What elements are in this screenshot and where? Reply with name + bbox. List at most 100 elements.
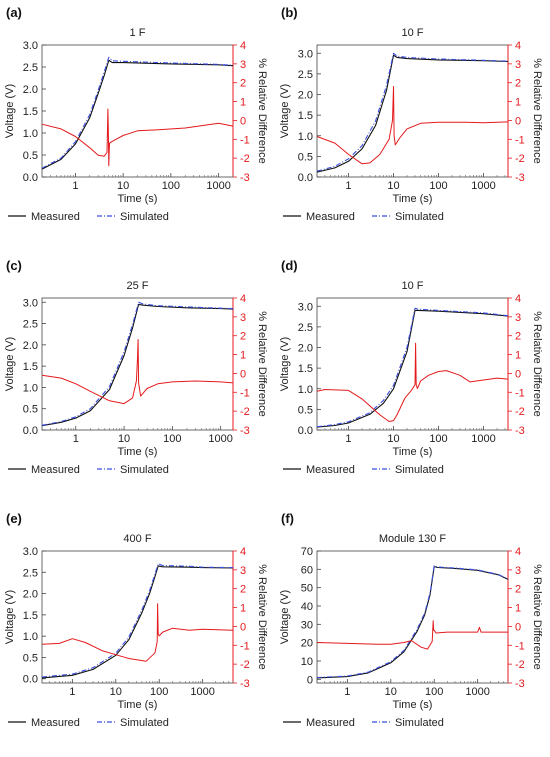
legend-label-measured: Measured	[306, 211, 355, 223]
y2-tick-label: -3	[240, 172, 250, 184]
series-line-simulated	[41, 301, 234, 426]
panel-title: 10 F	[401, 27, 423, 39]
series-line-measured	[41, 303, 234, 427]
panel-b: (b) 10 F 0.0 0.5 1.0 1.5 2.0 2.5 3.0 -3 -2 -1 0 1 2 3 4 1…	[279, 5, 543, 223]
y-tick-label: 3.0	[298, 301, 313, 313]
panel-title: 10 F	[401, 280, 423, 292]
y-tick-label: 2.0	[23, 589, 38, 601]
x-tick-label: 1	[69, 686, 75, 698]
series-line-simulated	[41, 563, 234, 678]
y2-tick-label: -1	[240, 134, 250, 146]
y-tick-label: 30	[301, 619, 313, 631]
y2-tick-label: 4	[515, 40, 521, 52]
series-line-simulated	[316, 52, 509, 172]
y2-tick-label: 1	[240, 603, 246, 615]
y2-tick-label: 2	[240, 331, 246, 343]
y2-axis-label: % Relative Difference	[256, 564, 268, 670]
x-tick-label: 10	[110, 686, 122, 698]
y-tick-label: 0.0	[23, 172, 38, 184]
y2-tick-label: 1	[515, 350, 521, 362]
y-axis-label: Voltage (V)	[279, 590, 291, 644]
y2-tick-label: 2	[240, 584, 246, 596]
x-tick-label: 1000	[206, 180, 230, 192]
x-tick-label: 100	[150, 686, 168, 698]
panel-e: (e) 400 F 0.0 0.5 1.0 1.5 2.0 2.5 3.0 -3 -2 -1 0 1 2 3 4…	[4, 511, 268, 729]
y2-tick-label: 0	[240, 368, 246, 380]
series-line-relative-difference	[316, 342, 509, 422]
y2-tick-label: 0	[240, 115, 246, 127]
panel-label: (f)	[281, 511, 294, 526]
panel-label: (c)	[6, 258, 22, 273]
y-tick-label: 0.5	[298, 404, 313, 416]
y2-tick-label: 2	[515, 78, 521, 90]
y-tick-label: 2.5	[23, 319, 38, 331]
x-axis-label: Time (s)	[118, 699, 158, 711]
y-tick-label: 1.0	[23, 382, 38, 394]
y-tick-label: 1.5	[23, 106, 38, 118]
y2-axis-label: % Relative Difference	[531, 564, 543, 670]
y-tick-label: 3.0	[23, 297, 38, 309]
panel-title: 1 F	[130, 27, 146, 39]
legend-label-measured: Measured	[31, 717, 80, 729]
y-tick-label: 1.0	[23, 128, 38, 140]
y-tick-label: 0.0	[23, 674, 38, 686]
y2-axis-label: % Relative Difference	[531, 58, 543, 164]
x-tick-label: 1	[344, 686, 350, 698]
y-tick-label: 2.0	[23, 84, 38, 96]
y-axis-label: Voltage (V)	[4, 590, 16, 644]
y-tick-label: 70	[301, 546, 313, 558]
x-axis-label: Time (s)	[118, 446, 158, 458]
series-line-simulated	[316, 307, 509, 428]
y-tick-label: 0.0	[298, 172, 313, 184]
x-tick-label: 10	[387, 180, 399, 192]
series-line-relative-difference	[316, 620, 508, 650]
x-tick-label: 1000	[471, 180, 495, 192]
legend-label-simulated: Simulated	[395, 717, 444, 729]
x-tick-label: 1	[72, 180, 78, 192]
y2-tick-label: 3	[515, 565, 521, 577]
y2-tick-label: 3	[515, 312, 521, 324]
x-tick-label: 100	[429, 180, 447, 192]
y-tick-label: 3.0	[23, 40, 38, 52]
y-tick-label: 0.5	[23, 150, 38, 162]
legend-label-measured: Measured	[306, 717, 355, 729]
y2-tick-label: 1	[515, 97, 521, 109]
y2-tick-label: 2	[240, 78, 246, 90]
y2-tick-label: 1	[240, 97, 246, 109]
series-line-simulated	[41, 56, 234, 169]
x-tick-label: 10	[117, 180, 129, 192]
y-tick-label: 2.5	[23, 62, 38, 74]
y-tick-label: 2.5	[298, 69, 313, 81]
y-tick-label: 1.5	[23, 610, 38, 622]
series-line-measured	[316, 566, 509, 679]
x-axis-label: Time (s)	[393, 193, 433, 205]
y2-axis-label: % Relative Difference	[256, 58, 268, 164]
y2-axis-label: % Relative Difference	[531, 311, 543, 417]
y2-tick-label: 2	[515, 331, 521, 343]
legend-label-simulated: Simulated	[120, 717, 169, 729]
x-axis-label: Time (s)	[393, 699, 433, 711]
legend-label-measured: Measured	[306, 464, 355, 476]
y2-tick-label: 0	[515, 621, 521, 633]
y-tick-label: 0.5	[23, 652, 38, 664]
y2-tick-label: -2	[515, 659, 525, 671]
panel-label: (a)	[6, 5, 22, 20]
y-tick-label: 1.5	[298, 110, 313, 122]
panel-a: (a) 1 F 0.0 0.5 1.0 1.5 2.0 2.5 3.0 -3 -2 -1 0 1 2 3 4 1 1…	[4, 5, 268, 223]
panel-label: (e)	[6, 511, 22, 526]
y2-tick-label: -3	[240, 678, 250, 690]
panel-label: (b)	[281, 5, 298, 20]
y2-tick-label: -1	[515, 387, 525, 399]
y-axis-label: Voltage (V)	[4, 84, 16, 138]
y2-tick-label: 0	[515, 115, 521, 127]
y-tick-label: 2.5	[23, 567, 38, 579]
y-axis-label: Voltage (V)	[4, 337, 16, 391]
legend-label-measured: Measured	[31, 464, 80, 476]
panel-title: 400 F	[123, 533, 151, 545]
y2-tick-label: 4	[240, 40, 246, 52]
y-tick-label: 0.0	[23, 425, 38, 437]
series-line-measured	[41, 59, 234, 170]
series-line-measured	[316, 309, 509, 428]
y2-tick-label: -1	[240, 387, 250, 399]
